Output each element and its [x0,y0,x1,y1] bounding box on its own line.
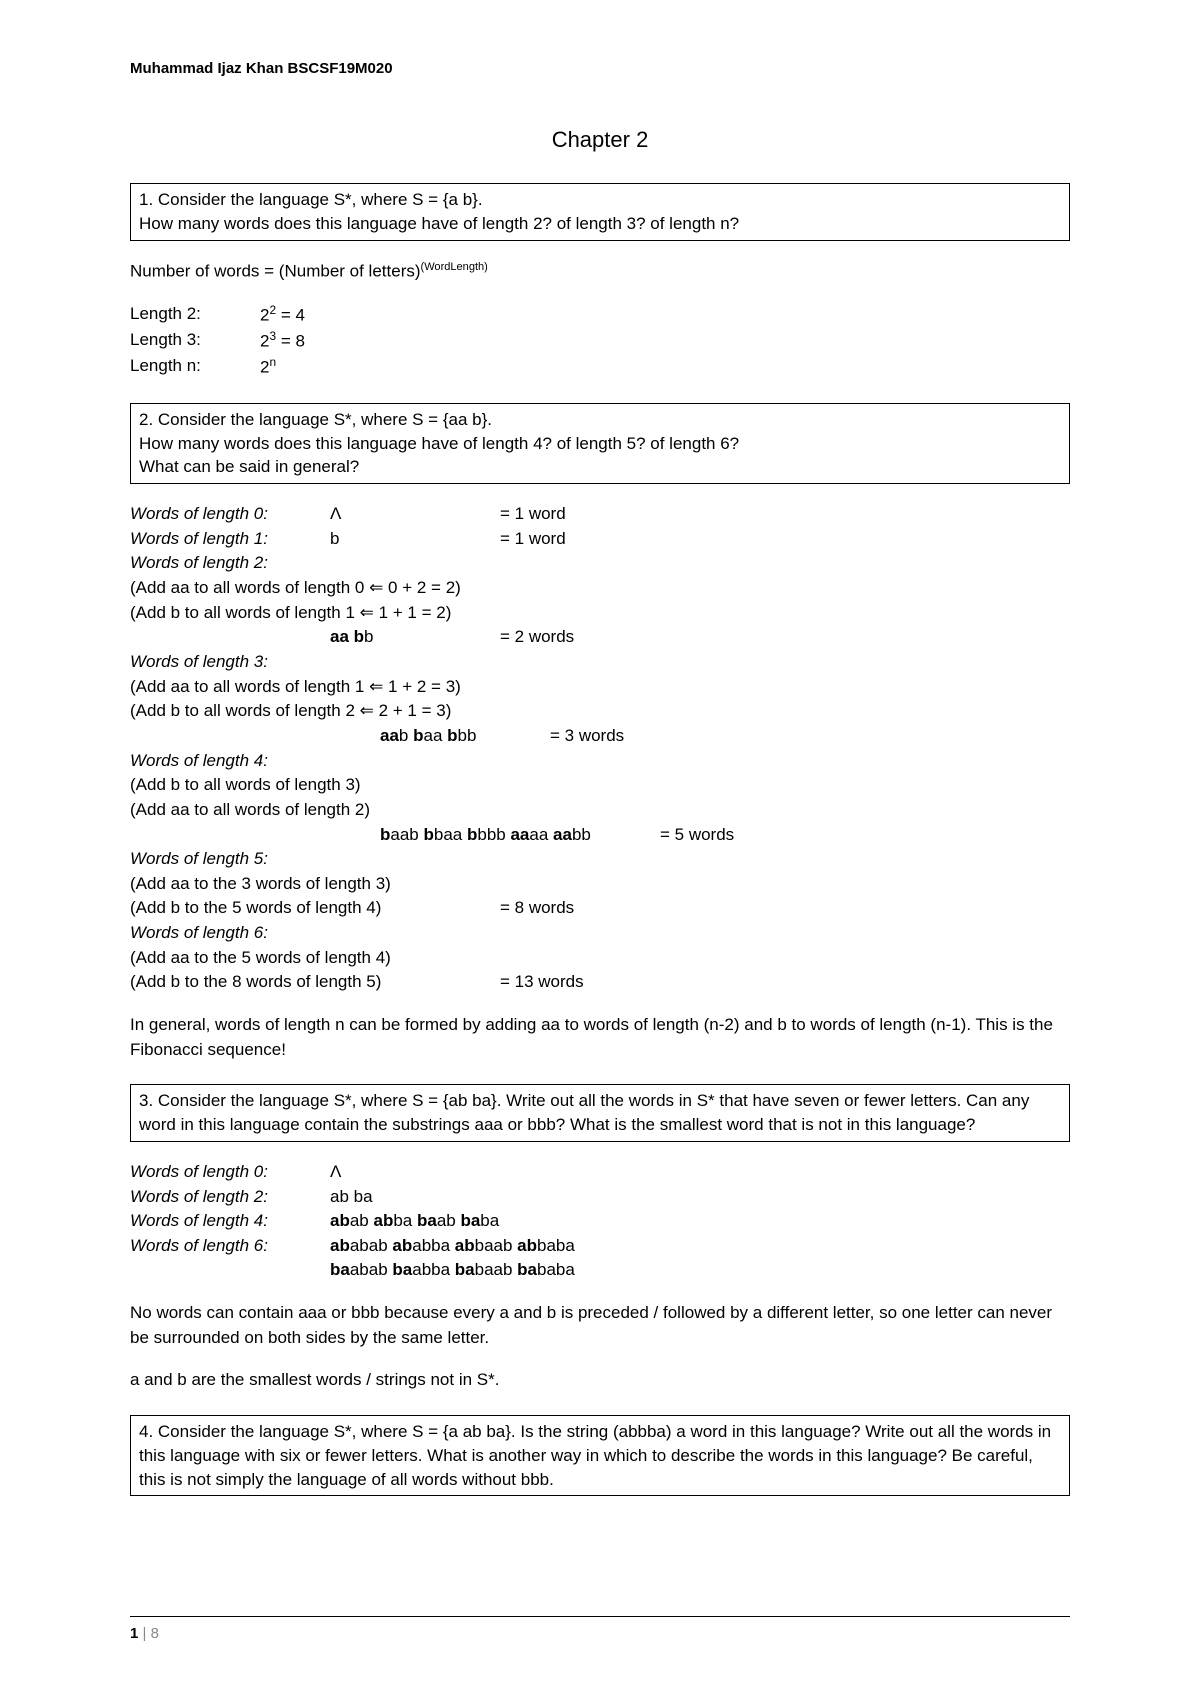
q1-formula-text: Number of words = (Number of letters) [130,261,421,280]
q2-words3-result: aab baa bbb = 3 words [130,724,1070,749]
author-header: Muhammad Ijaz Khan BSCSF19M020 [130,60,1070,77]
q3-text: 3. Consider the language S*, where S = {… [139,1089,1061,1137]
q1-length2-label: Length 2: [130,302,260,328]
q1-length3-row: Length 3: 23 = 8 [130,328,1070,354]
q2-words5-label: Words of length 5: [130,847,1070,872]
page-total: 8 [151,1625,159,1642]
q2-words3-label: Words of length 3: [130,650,1070,675]
q1-answer: Number of words = (Number of letters)(Wo… [130,259,1070,381]
q3-words6: Words of length 6: ababab ababba abbaab … [130,1234,1070,1259]
q1-line1: 1. Consider the language S*, where S = {… [139,188,1061,212]
q3-words4: Words of length 4: abab abba baab baba [130,1209,1070,1234]
q2-general: In general, words of length n can be for… [130,1013,1070,1062]
question-box-3: 3. Consider the language S*, where S = {… [130,1084,1070,1142]
q2-words6-add1: (Add aa to the 5 words of length 4) [130,946,1070,971]
q2-words6-add2: (Add b to the 8 words of length 5) [130,970,500,995]
q2-line3: What can be said in general? [139,455,1061,479]
question-box-2: 2. Consider the language S*, where S = {… [130,403,1070,484]
chapter-title: Chapter 2 [130,127,1070,153]
question-box-1: 1. Consider the language S*, where S = {… [130,183,1070,241]
q1-lengthn-row: Length n: 2n [130,354,1070,380]
q2-words5-add2: (Add b to the 5 words of length 4) [130,896,500,921]
q2-words2-label: Words of length 2: [130,551,1070,576]
q2-words2-add2: (Add b to all words of length 1 ⇐ 1 + 1 … [130,601,1070,626]
q1-length3-label: Length 3: [130,328,260,354]
q2-words2-add1: (Add aa to all words of length 0 ⇐ 0 + 2… [130,576,1070,601]
q1-length2-value: 22 = 4 [260,302,305,328]
q2-words4-label: Words of length 4: [130,749,1070,774]
q3-note1: No words can contain aaa or bbb because … [130,1301,1070,1350]
q2-words6-label: Words of length 6: [130,921,1070,946]
q1-formula-sup: (WordLength) [421,261,488,273]
q2-words4-result: baab bbaa bbbb aaaa aabb = 5 words [130,823,1070,848]
q1-line2: How many words does this language have o… [139,212,1061,236]
q2-words2-result: aa bb = 2 words [130,625,1070,650]
q3-answer: Words of length 0: Λ Words of length 2: … [130,1160,1070,1393]
q2-words1: Words of length 1: b = 1 word [130,527,1070,552]
q2-words4-add1: (Add b to all words of length 3) [130,773,1070,798]
q3-words2: Words of length 2: ab ba [130,1185,1070,1210]
q1-lengthn-label: Length n: [130,354,260,380]
q2-line1: 2. Consider the language S*, where S = {… [139,408,1061,432]
q2-words5-add1: (Add aa to the 3 words of length 3) [130,872,1070,897]
q2-words3-add1: (Add aa to all words of length 1 ⇐ 1 + 2… [130,675,1070,700]
q1-lengthn-value: 2n [260,354,276,380]
q2-words4-add2: (Add aa to all words of length 2) [130,798,1070,823]
page-footer: 1 | 8 [130,1616,1070,1642]
q3-words6b: baabab baabba babaab bababa [130,1258,1070,1283]
q1-length2-row: Length 2: 22 = 4 [130,302,1070,328]
q4-text: 4. Consider the language S*, where S = {… [139,1420,1061,1491]
question-box-4: 4. Consider the language S*, where S = {… [130,1415,1070,1496]
q3-words0: Words of length 0: Λ [130,1160,1070,1185]
q2-words0: Words of length 0: Λ = 1 word [130,502,1070,527]
footer-sep: | [138,1625,150,1642]
document-page: Muhammad Ijaz Khan BSCSF19M020 Chapter 2… [0,0,1200,1682]
q2-answer: Words of length 0: Λ = 1 word Words of l… [130,502,1070,1062]
q1-formula: Number of words = (Number of letters)(Wo… [130,259,1070,284]
q2-words3-add2: (Add b to all words of length 2 ⇐ 2 + 1 … [130,699,1070,724]
q2-words6-add2-row: (Add b to the 8 words of length 5) = 13 … [130,970,1070,995]
q1-length3-value: 23 = 8 [260,328,305,354]
q2-line2: How many words does this language have o… [139,432,1061,456]
q3-note2: a and b are the smallest words / strings… [130,1368,1070,1393]
q2-words5-add2-row: (Add b to the 5 words of length 4) = 8 w… [130,896,1070,921]
